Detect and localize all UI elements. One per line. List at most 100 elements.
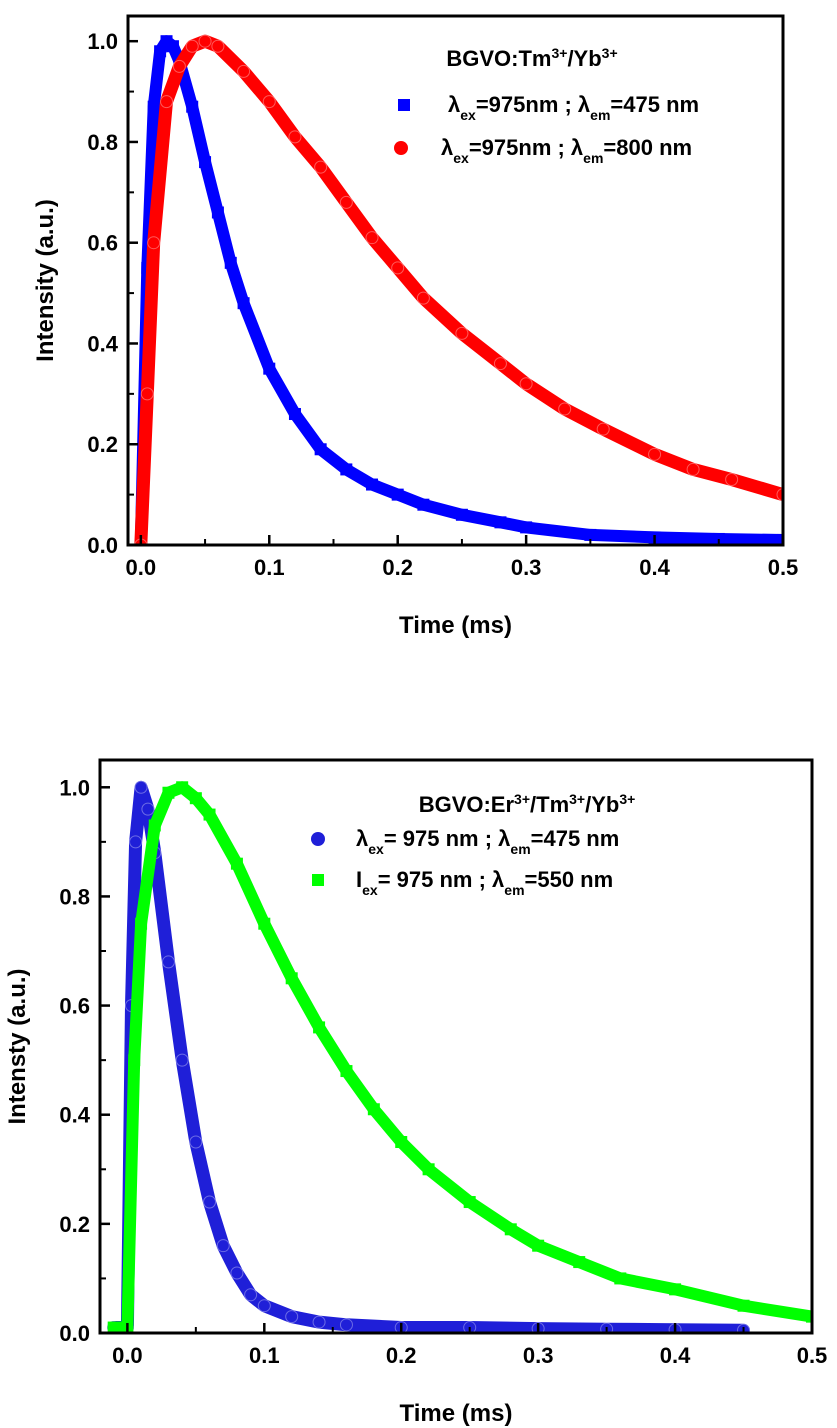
legend-title-part: /Yb — [567, 46, 601, 71]
data-point — [172, 59, 186, 73]
legend-title: BGVO:Tm3+/Yb3+ — [446, 45, 617, 71]
legend-entry: λex=975nm ; λem=800 nm — [394, 135, 692, 166]
legend-label: λex=975nm ; λem=475 nm — [448, 92, 699, 123]
legend-label-part: ex — [362, 882, 378, 898]
legend-marker — [311, 832, 325, 846]
y-tick-label: 0.2 — [59, 1212, 90, 1237]
legend-label-part: =975nm ; λ — [469, 135, 583, 160]
data-point — [140, 387, 154, 401]
legend-label: λex= 975 nm ; λem=475 nm — [356, 826, 619, 857]
x-tick-label: 0.1 — [254, 555, 285, 580]
data-point — [263, 362, 276, 375]
x-tick-label: 0.3 — [511, 555, 542, 580]
data-point — [107, 1321, 120, 1333]
data-point — [519, 377, 533, 391]
data-point — [455, 508, 468, 521]
legend-label-part: =975nm ; λ — [476, 92, 590, 117]
data-point — [494, 516, 507, 529]
data-point — [340, 463, 353, 476]
legend-label-part: ex — [453, 150, 469, 166]
data-point — [230, 1266, 244, 1280]
data-point — [493, 357, 507, 371]
data-point — [313, 1021, 326, 1034]
legend-label-part: em — [590, 107, 610, 123]
chart-tm-yb-decay: 0.0 0.1 0.2 0.3 0.4 0.5 0.0 0.2 0.4 0.6 0.8 1.0 Time… — [32, 14, 798, 639]
legend-label-part: em — [504, 882, 524, 898]
legend-title-part: /Tm — [530, 792, 569, 817]
data-point — [339, 195, 353, 209]
legend-label-part: = 975 nm ; λ — [378, 867, 505, 892]
x-tick-label: 0.0 — [126, 555, 157, 580]
data-point — [339, 1318, 353, 1332]
legend-label-part: λ — [448, 92, 460, 117]
legend-label-part: =800 nm — [603, 135, 692, 160]
legend-label-part: =475 nm — [610, 92, 699, 117]
data-point — [244, 1288, 258, 1302]
x-tick-label: 0.5 — [797, 1343, 828, 1368]
data-point — [532, 1239, 545, 1252]
data-point — [258, 917, 271, 930]
y-tick-label: 0.0 — [59, 1321, 90, 1346]
data-point — [584, 528, 597, 541]
data-point — [777, 533, 783, 545]
legend-title-part: 3+ — [514, 791, 530, 807]
x-tick-label: 0.4 — [660, 1343, 691, 1368]
chart-er-tm-yb-decay: 0.0 0.1 0.2 0.3 0.4 0.5 0.0 0.2 0.4 0.6 0.8 1.0 Time… — [4, 758, 828, 1427]
data-point — [737, 1299, 750, 1312]
y-tick-label: 0.6 — [87, 231, 118, 256]
y-axis-title: Intensity (a.u.) — [32, 199, 59, 362]
data-point — [422, 1163, 435, 1176]
x-tick-label: 0.2 — [382, 555, 413, 580]
data-point — [416, 291, 430, 305]
legend-entry: λex= 975 nm ; λem=475 nm — [311, 826, 619, 857]
data-point — [198, 34, 212, 48]
data-point — [211, 39, 225, 53]
data-point — [186, 100, 199, 113]
series-1 — [107, 781, 812, 1333]
data-point — [725, 473, 739, 487]
data-point — [216, 1239, 230, 1253]
y-tick-label: 0.6 — [59, 994, 90, 1019]
legend-title: BGVO:Er3+/Tm3+/Yb3+ — [419, 791, 636, 817]
legend-label-part: λ — [441, 135, 453, 160]
data-point — [312, 1315, 326, 1329]
data-point — [175, 1053, 189, 1067]
data-point — [262, 95, 276, 109]
data-point — [558, 402, 572, 416]
data-point — [162, 786, 175, 799]
data-point — [128, 1054, 141, 1067]
y-tick-label: 1.0 — [87, 29, 118, 54]
x-axis-title: Time (ms) — [399, 612, 512, 639]
data-point — [648, 447, 662, 461]
data-point — [160, 95, 174, 109]
legend-label-part: em — [510, 841, 530, 857]
data-point — [314, 160, 328, 174]
data-point — [147, 236, 161, 250]
data-point — [189, 792, 202, 805]
data-point — [224, 256, 237, 269]
y-tick-label: 0.8 — [87, 130, 118, 155]
data-point — [806, 1310, 812, 1323]
data-point — [455, 326, 469, 340]
data-point — [134, 780, 148, 794]
data-point — [417, 498, 430, 511]
series-1 — [134, 34, 783, 545]
x-tick-label: 0.3 — [523, 1343, 554, 1368]
x-tick-label: 0.4 — [639, 555, 670, 580]
data-point — [185, 39, 199, 53]
data-point — [129, 835, 143, 849]
legend-title-part: 3+ — [569, 791, 585, 807]
legend-label-part: em — [583, 150, 603, 166]
legend-label: Iex= 975 nm ; λem=550 nm — [356, 867, 613, 898]
legend-title-part: /Yb — [585, 792, 619, 817]
y-tick-label: 0.4 — [59, 1103, 90, 1128]
data-point — [199, 156, 212, 169]
data-point — [520, 521, 533, 534]
data-point — [285, 1310, 299, 1324]
data-point — [712, 532, 725, 545]
legend-marker — [398, 99, 410, 111]
data-point — [669, 1283, 682, 1296]
legend-title-part: BGVO:Tm — [446, 46, 551, 71]
data-point — [596, 422, 610, 436]
